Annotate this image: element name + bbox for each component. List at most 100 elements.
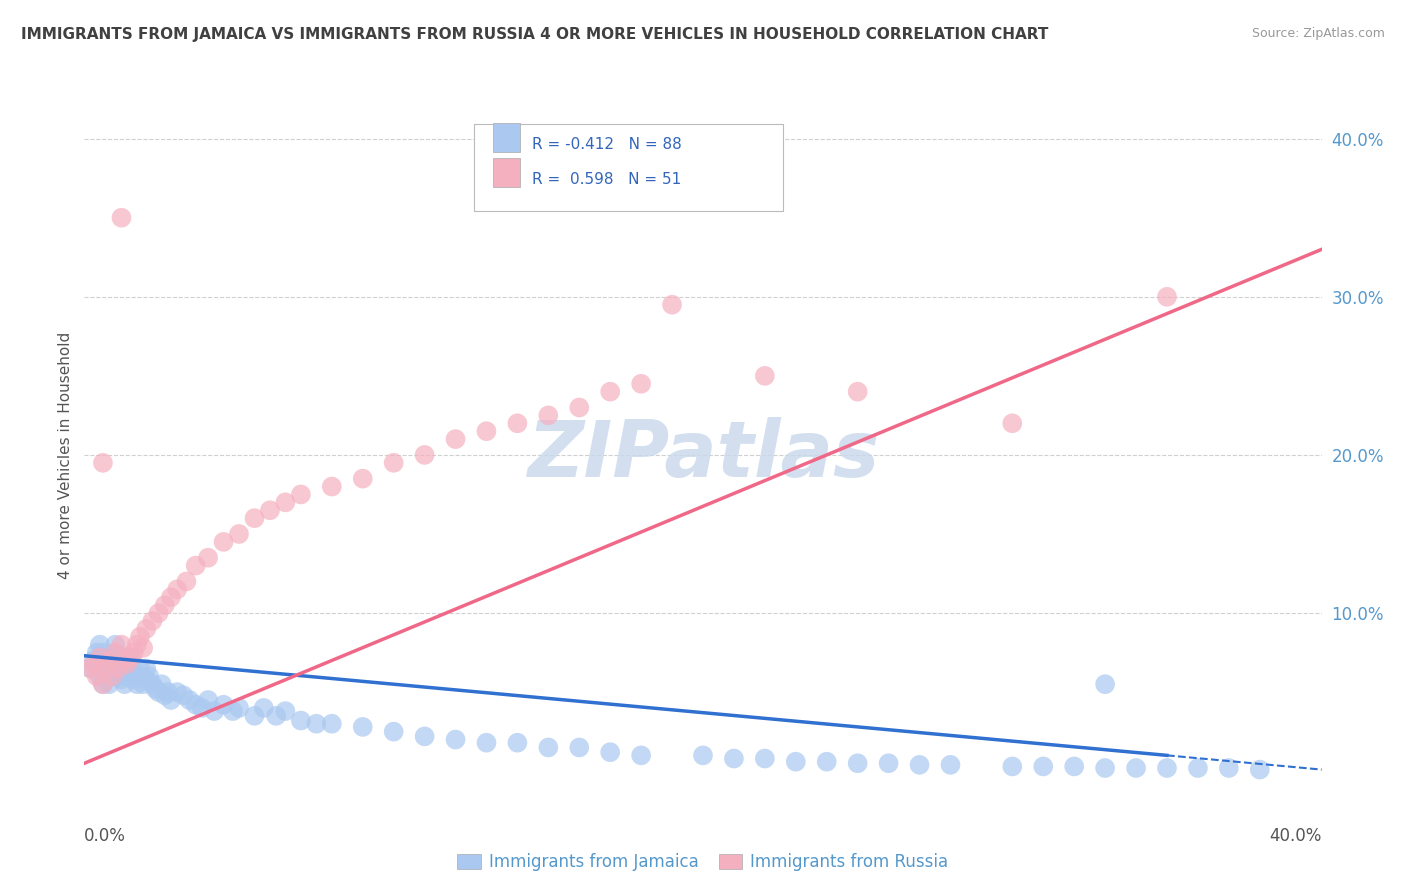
Point bbox=[228, 527, 250, 541]
Point bbox=[160, 591, 183, 605]
Point bbox=[129, 669, 152, 683]
Point bbox=[101, 669, 124, 683]
Point bbox=[1094, 761, 1116, 775]
Point bbox=[243, 511, 266, 525]
Point bbox=[172, 688, 194, 702]
Point bbox=[259, 503, 281, 517]
Point bbox=[125, 677, 148, 691]
Point bbox=[132, 677, 155, 691]
Point bbox=[89, 650, 111, 665]
Point bbox=[264, 708, 287, 723]
Point bbox=[141, 677, 163, 691]
Point bbox=[135, 661, 157, 675]
Point bbox=[89, 638, 111, 652]
Point bbox=[212, 698, 235, 712]
Point bbox=[630, 376, 652, 391]
Point bbox=[120, 661, 142, 675]
Point bbox=[138, 669, 160, 683]
Point bbox=[179, 693, 201, 707]
Point bbox=[114, 657, 136, 671]
Point bbox=[305, 716, 328, 731]
Point bbox=[122, 666, 145, 681]
Point bbox=[568, 740, 591, 755]
Point bbox=[122, 646, 145, 660]
Point bbox=[120, 653, 142, 667]
Point bbox=[114, 677, 136, 691]
FancyBboxPatch shape bbox=[474, 124, 783, 211]
Point bbox=[785, 755, 807, 769]
Point bbox=[599, 384, 621, 399]
Point bbox=[148, 606, 170, 620]
Point bbox=[110, 638, 132, 652]
Point bbox=[661, 298, 683, 312]
Point bbox=[98, 653, 121, 667]
Point bbox=[120, 650, 142, 665]
Point bbox=[413, 448, 436, 462]
Point bbox=[79, 661, 101, 675]
Point bbox=[599, 745, 621, 759]
Point bbox=[1218, 761, 1240, 775]
Point bbox=[117, 669, 139, 683]
Text: R = -0.412   N = 88: R = -0.412 N = 88 bbox=[533, 137, 682, 152]
Point bbox=[568, 401, 591, 415]
Point bbox=[939, 757, 962, 772]
Point bbox=[166, 582, 188, 597]
Point bbox=[630, 748, 652, 763]
Y-axis label: 4 or more Vehicles in Household: 4 or more Vehicles in Household bbox=[58, 331, 73, 579]
Point bbox=[290, 714, 312, 728]
Point bbox=[148, 685, 170, 699]
Point bbox=[846, 756, 869, 771]
Point bbox=[101, 669, 124, 683]
Point bbox=[506, 736, 529, 750]
Point bbox=[110, 661, 132, 675]
Point bbox=[104, 646, 127, 660]
Point bbox=[352, 720, 374, 734]
Point bbox=[692, 748, 714, 763]
Point bbox=[110, 673, 132, 687]
Text: 40.0%: 40.0% bbox=[1270, 827, 1322, 845]
Point bbox=[107, 669, 129, 683]
Point bbox=[91, 677, 114, 691]
Point bbox=[1001, 759, 1024, 773]
Point bbox=[83, 657, 105, 671]
Point bbox=[202, 704, 225, 718]
Point bbox=[89, 669, 111, 683]
Point bbox=[125, 638, 148, 652]
Point bbox=[1156, 761, 1178, 775]
Point bbox=[156, 685, 179, 699]
Text: IMMIGRANTS FROM JAMAICA VS IMMIGRANTS FROM RUSSIA 4 OR MORE VEHICLES IN HOUSEHOL: IMMIGRANTS FROM JAMAICA VS IMMIGRANTS FR… bbox=[21, 27, 1049, 42]
Point bbox=[191, 701, 214, 715]
Point bbox=[132, 640, 155, 655]
Point bbox=[145, 681, 167, 696]
Point bbox=[475, 736, 498, 750]
Point bbox=[117, 657, 139, 671]
Point bbox=[723, 751, 745, 765]
Point bbox=[117, 650, 139, 665]
Point bbox=[197, 693, 219, 707]
Point bbox=[754, 368, 776, 383]
Point bbox=[98, 650, 121, 665]
Point bbox=[83, 653, 105, 667]
Legend: Immigrants from Jamaica, Immigrants from Russia: Immigrants from Jamaica, Immigrants from… bbox=[451, 847, 955, 878]
Point bbox=[135, 622, 157, 636]
Point bbox=[91, 456, 114, 470]
Point bbox=[444, 432, 467, 446]
Point bbox=[321, 716, 343, 731]
Point bbox=[79, 661, 101, 675]
Point bbox=[1249, 763, 1271, 777]
Text: R =  0.598   N = 51: R = 0.598 N = 51 bbox=[533, 172, 682, 186]
Point bbox=[1094, 677, 1116, 691]
Point bbox=[176, 574, 198, 589]
Point bbox=[537, 409, 560, 423]
Point bbox=[114, 653, 136, 667]
Point bbox=[1156, 290, 1178, 304]
Point bbox=[150, 677, 173, 691]
Point bbox=[98, 677, 121, 691]
Point bbox=[141, 614, 163, 628]
Point bbox=[413, 730, 436, 744]
Point bbox=[153, 598, 176, 612]
Point bbox=[104, 638, 127, 652]
Point bbox=[382, 456, 405, 470]
Point bbox=[228, 701, 250, 715]
Point bbox=[86, 669, 108, 683]
